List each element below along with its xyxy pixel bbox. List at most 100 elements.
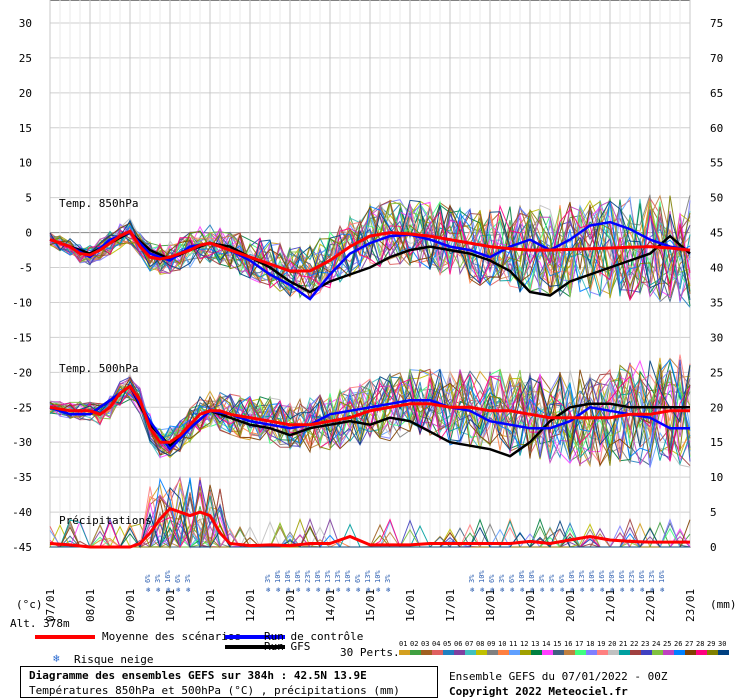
perturbation-line — [49, 364, 691, 466]
x-tick-label: 17/01 — [444, 589, 457, 622]
pert-number: 25 — [663, 640, 672, 648]
left-tick-label: -30 — [12, 436, 32, 449]
pert-color-cell — [564, 650, 575, 655]
pert-number: 26 — [674, 640, 683, 648]
snow-risk-percent: 20% — [608, 570, 616, 583]
snow-risk-percent: 23% — [628, 570, 636, 583]
x-tick-label: 20/01 — [564, 589, 577, 622]
x-tick-label: 21/01 — [604, 589, 617, 622]
snowflake-icon: ❄ — [600, 586, 604, 594]
x-tick-label: 10/01 — [164, 589, 177, 622]
pert-number: 21 — [619, 640, 628, 648]
right-tick-label: 15 — [710, 436, 723, 449]
pert-number: 07 — [465, 640, 474, 648]
snowflake-icon: ❄ — [610, 586, 614, 594]
snowflake-icon: ❄ — [376, 586, 380, 594]
pert-number: 08 — [476, 640, 485, 648]
left-tick-label: -40 — [12, 506, 32, 519]
pert-number: 06 — [454, 640, 463, 648]
pert-color-cell — [663, 650, 674, 655]
series-t500-run-de-contr-le — [49, 384, 690, 452]
snow-risk-percent: 3% — [264, 574, 272, 583]
label-t500: Temp. 500hPa — [59, 362, 138, 375]
snowflake-icon: ❄ — [530, 586, 534, 594]
pert-color-cell — [498, 650, 509, 655]
snowflake-icon: ❄ — [276, 586, 280, 594]
series-t500-moyenne-des-sc-narios — [49, 384, 690, 444]
left-tick-label: -5 — [19, 262, 32, 275]
right-tick-label: 30 — [710, 331, 723, 344]
snowflake-icon: ❄ — [146, 586, 150, 594]
left-tick-label: -25 — [12, 401, 32, 414]
snowflake-icon: ❄ — [490, 586, 494, 594]
altitude-label: Alt. 378m — [10, 617, 70, 628]
x-tick-label: 11/01 — [204, 589, 217, 622]
pert-number: 13 — [531, 640, 540, 648]
snowflake-icon: ❄ — [630, 586, 634, 594]
snow-risk-percent: 16% — [658, 570, 666, 583]
left-tick-label: -45 — [12, 541, 32, 554]
snow-risk-percent: 16% — [164, 570, 172, 583]
pert-number: 11 — [509, 640, 518, 648]
legend-gfs-swatch — [225, 645, 285, 649]
snow-risk-percent: 10% — [568, 570, 576, 583]
left-tick-label: -35 — [12, 471, 32, 484]
left-tick-label: -15 — [12, 331, 32, 344]
snowflake-icon: ❄ — [510, 586, 514, 594]
pert-color-cell — [531, 650, 542, 655]
snowflake-icon: ❄ — [660, 586, 664, 594]
pert-number: 22 — [630, 640, 639, 648]
right-tick-label: 0 — [710, 541, 717, 554]
snowflake-icon: ❄ — [620, 586, 624, 594]
pert-color-cell — [586, 650, 597, 655]
snowflake-icon: ❄ — [650, 586, 654, 594]
legend-mean-swatch — [35, 635, 95, 639]
snow-risk-percent: 10% — [284, 570, 292, 583]
pert-color-cell — [674, 650, 685, 655]
pert-number: 19 — [597, 640, 606, 648]
left-tick-label: 30 — [19, 17, 32, 30]
pert-number: 27 — [685, 640, 694, 648]
snowflake-icon: ❄ — [326, 586, 330, 594]
snow-risk-percent: 6% — [174, 574, 182, 583]
left-tick-label: 20 — [19, 87, 32, 100]
right-tick-label: 10 — [710, 471, 723, 484]
pert-number: 16 — [564, 640, 573, 648]
snow-risk-percent: 10% — [294, 570, 302, 583]
x-tick-label: 14/01 — [324, 589, 337, 622]
title-box: Diagramme des ensembles GEFS sur 384h : … — [20, 666, 438, 698]
snow-risk-percent: 13% — [578, 570, 586, 583]
snow-risk-percent: 10% — [344, 570, 352, 583]
right-tick-label: 60 — [710, 122, 723, 135]
snowflake-icon: ❄ — [156, 586, 160, 594]
pert-number: 12 — [520, 640, 529, 648]
snowflake-icon: ❄ — [186, 586, 190, 594]
main-series — [49, 220, 691, 549]
snow-risk-percent: 13% — [648, 570, 656, 583]
x-tick-label: 13/01 — [284, 589, 297, 622]
snow-risk-percent: 10% — [528, 570, 536, 583]
perturbation-line — [49, 196, 691, 298]
pert-color-cell — [443, 650, 454, 655]
pert-color-cell — [575, 650, 586, 655]
pert-color-cell — [641, 650, 652, 655]
right-tick-label: 35 — [710, 296, 723, 309]
snow-risk-percent: 10% — [274, 570, 282, 583]
pert-number: 29 — [707, 640, 716, 648]
pert-color-cell — [520, 650, 531, 655]
x-tick-label: 23/01 — [684, 589, 697, 622]
pert-color-cell — [718, 650, 729, 655]
pert-number: 18 — [586, 640, 595, 648]
perturbation-line — [49, 200, 691, 301]
pert-color-cell — [487, 650, 498, 655]
left-tick-label: 15 — [19, 122, 32, 135]
series-t850-run-de-contr-le — [49, 220, 691, 301]
pert-color-cell — [421, 650, 432, 655]
right-tick-label: 65 — [710, 87, 723, 100]
pert-color-cell — [476, 650, 487, 655]
snowflake-icon: ❄ — [550, 586, 554, 594]
pert-number: 14 — [542, 640, 551, 648]
snow-risk-percent: 10% — [588, 570, 596, 583]
pert-color-cell — [619, 650, 630, 655]
